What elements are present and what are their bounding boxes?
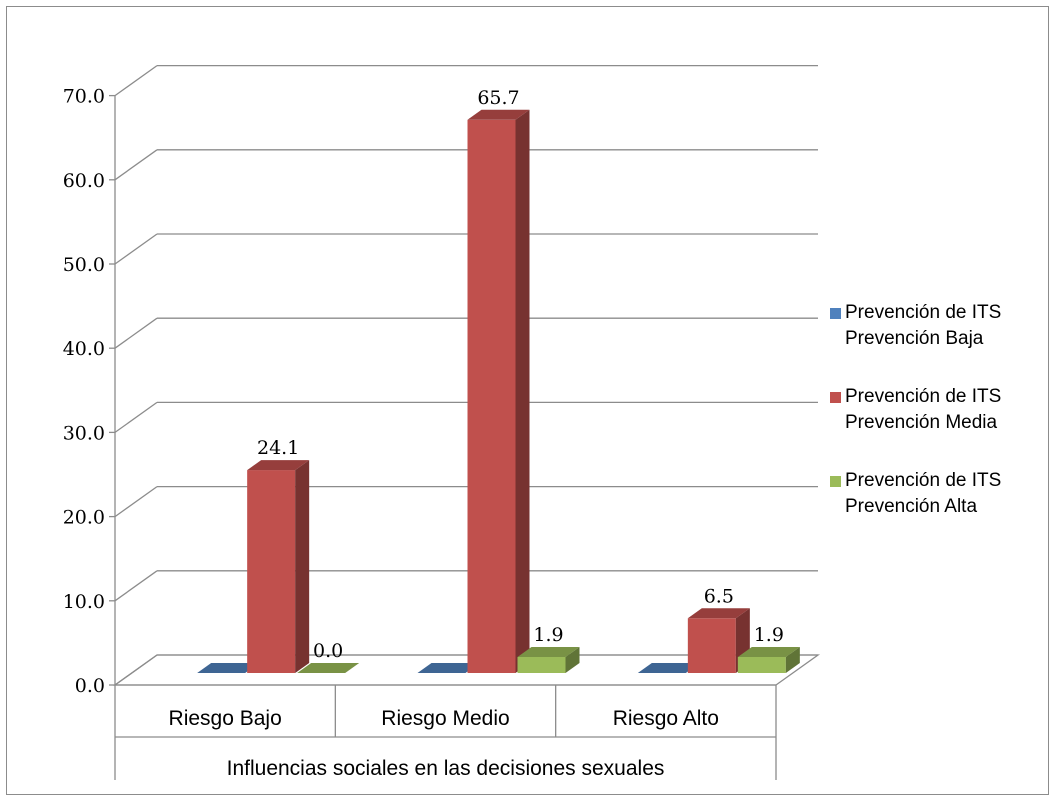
bar [247,470,296,673]
y-tick-label: 20.0 [63,507,105,529]
data-label: 6.5 [704,585,734,607]
bar-top [467,109,530,120]
gridline-side [114,570,158,602]
y-tick-label: 30.0 [63,422,105,444]
x-tick-label: Riesgo Bajo [169,707,282,730]
legend-swatch [830,392,841,403]
legend-label: Prevención Media [845,412,998,433]
bar [517,657,566,673]
y-tick-label: 40.0 [63,338,105,360]
legend-label: Prevención de ITS [845,302,1001,323]
y-tick-label: 70.0 [63,86,105,108]
bar-side [565,647,580,673]
gridline-side [114,233,158,265]
y-tick-label: 60.0 [63,170,105,192]
y-tick-label: 0.0 [75,675,105,697]
gridline-side [114,401,158,433]
bar-top [197,663,260,673]
legend-label: Prevención de ITS [845,470,1001,491]
data-label: 1.9 [533,624,563,646]
bar [737,657,786,673]
x-axis-title: Influencias sociales en las decisiones s… [227,757,665,780]
bar [687,618,736,673]
x-tick-label: Riesgo Medio [381,707,509,730]
gridline-side [114,149,158,181]
data-label: 24.1 [257,437,299,459]
bar-top [637,663,700,673]
bar-side [295,460,310,673]
bar-top [417,663,480,673]
bar-side [785,647,800,673]
bar-top [517,647,580,658]
legend-label: Prevención Alta [845,496,977,517]
bar-top [297,663,360,673]
legend-swatch [830,308,841,319]
gridline-side [114,317,158,349]
x-tick-label: Riesgo Alto [613,707,719,730]
bar-top [247,460,310,471]
y-tick-label: 10.0 [63,591,105,613]
legend-label: Prevención de ITS [845,386,1001,407]
bar-top [737,647,800,658]
bar [467,119,516,673]
gridline-side [114,486,158,518]
data-label: 1.9 [754,624,784,646]
y-tick-label: 50.0 [63,254,105,276]
legend-label: Prevención Baja [845,328,984,349]
gridline-side [114,65,158,97]
legend-swatch [830,476,841,487]
data-label: 65.7 [477,87,519,109]
bar-side [515,109,530,673]
data-label: 0.0 [313,640,343,662]
bar-top [687,608,750,619]
